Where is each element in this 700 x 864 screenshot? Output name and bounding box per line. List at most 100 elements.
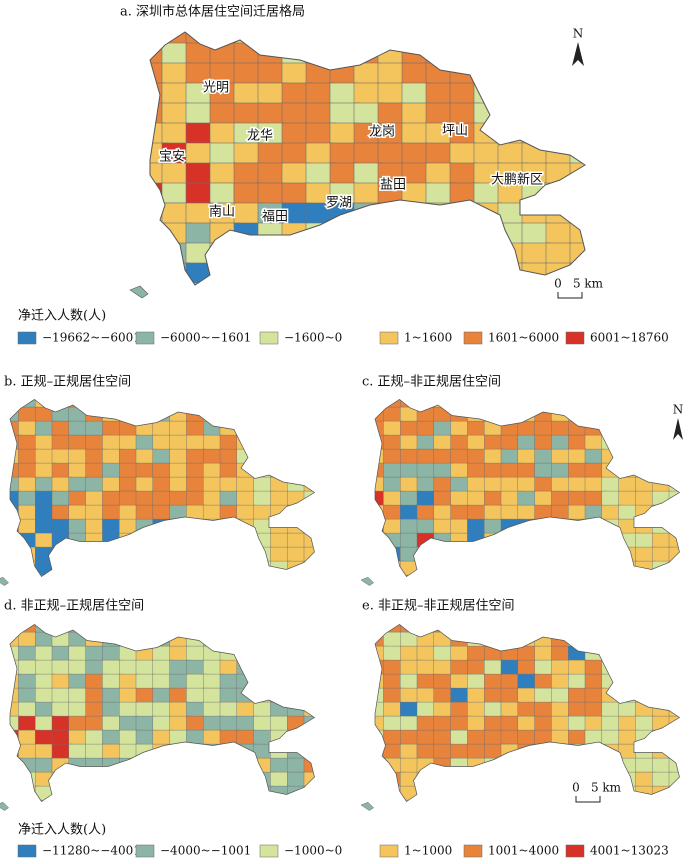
district-area: [425, 32, 453, 45]
district-area: [219, 574, 238, 577]
district-area: [635, 504, 657, 522]
district-area: [169, 560, 191, 577]
district-area: [517, 399, 537, 410]
district-area: [500, 631, 519, 647]
district-area: [425, 242, 451, 266]
district-area: [135, 785, 156, 801]
district-area: [236, 420, 258, 438]
district-area: [353, 282, 384, 285]
district-area: [401, 82, 430, 104]
district-area: [651, 406, 670, 423]
district-area: [517, 560, 538, 577]
district-label: 宝安: [159, 150, 185, 165]
district-area: [85, 771, 105, 788]
district-area: [257, 262, 286, 285]
district-area: [303, 434, 315, 450]
district-area: [286, 673, 308, 689]
district-area: [450, 518, 471, 534]
district-area: [517, 532, 537, 549]
district-area: [270, 715, 291, 732]
district-area: [635, 659, 654, 677]
district-area: [601, 560, 620, 577]
district-area: [374, 771, 387, 791]
district-area: [135, 518, 154, 537]
panel-title: c. 正规–非正规居住空间: [362, 375, 501, 390]
district-area: [150, 262, 164, 285]
district-area: [500, 406, 519, 422]
district-area: [118, 574, 137, 577]
district-area: [85, 574, 107, 577]
district-area: [102, 532, 120, 552]
district-area: [85, 406, 103, 423]
district-area: [584, 399, 605, 408]
district-area: [377, 262, 405, 285]
district-area: [329, 142, 357, 164]
district-area: [635, 434, 655, 450]
legend-label: 1001~4000: [488, 844, 559, 858]
scale-bar: 0 5 km: [572, 781, 622, 803]
legend-swatch: [379, 844, 399, 858]
district-area: [305, 262, 331, 285]
legend-label: −11280~−4001: [42, 844, 141, 858]
district-area: [450, 574, 472, 577]
district-area: [567, 399, 589, 409]
district-area: [305, 42, 335, 67]
district-area: [450, 757, 468, 775]
district-area: [584, 546, 606, 565]
district-area: [68, 462, 89, 478]
district-area: [270, 420, 288, 437]
district-area: [219, 701, 238, 717]
district-area: [416, 757, 435, 774]
district-area: [651, 729, 671, 749]
district-label: 龙华: [247, 129, 273, 144]
district-area: [257, 282, 287, 285]
district-area: [449, 32, 477, 46]
district-label: 盐田: [380, 178, 406, 193]
district-area: [270, 687, 292, 703]
district-area: [668, 631, 680, 650]
district-area: [374, 399, 384, 410]
district-area: [551, 624, 572, 637]
district-area: [383, 434, 402, 451]
district-area: [219, 406, 238, 424]
district-area: [450, 729, 468, 746]
district-area: [169, 771, 187, 790]
district-area: [9, 518, 21, 536]
district-area: [377, 282, 405, 285]
district-area: [219, 490, 238, 507]
legend-swatch: [565, 331, 585, 345]
district-area: [668, 659, 680, 678]
district-area: [219, 757, 241, 774]
district-area: [85, 399, 104, 411]
district-area: [383, 729, 402, 747]
district-area: [303, 729, 315, 746]
district-area: [449, 262, 476, 284]
district-area: [209, 162, 237, 184]
district-area: [467, 532, 486, 552]
district-area: [668, 518, 680, 534]
district-area: [601, 624, 620, 634]
north-label: N: [673, 403, 684, 417]
district-area: [668, 687, 680, 706]
legend-label: 1~1600: [404, 331, 452, 345]
district-area: [18, 574, 40, 577]
district-area: [270, 645, 292, 663]
district-area: [377, 32, 404, 45]
district-area: [257, 222, 284, 244]
district-area: [329, 42, 357, 66]
legend-label: −4000~−1001: [160, 844, 251, 858]
district-area: [500, 757, 522, 776]
district-area: [68, 546, 86, 563]
district-area: [545, 222, 572, 245]
district-area: [433, 462, 453, 479]
district-area: [433, 701, 452, 718]
district-area: [651, 645, 672, 661]
district-area: [651, 448, 673, 465]
district-area: [34, 518, 55, 535]
district-area: [303, 518, 315, 536]
district-area: [383, 420, 403, 438]
district-area: [135, 462, 154, 479]
district-area: [118, 490, 139, 507]
district-area: [202, 771, 222, 790]
district-area: [399, 406, 419, 423]
